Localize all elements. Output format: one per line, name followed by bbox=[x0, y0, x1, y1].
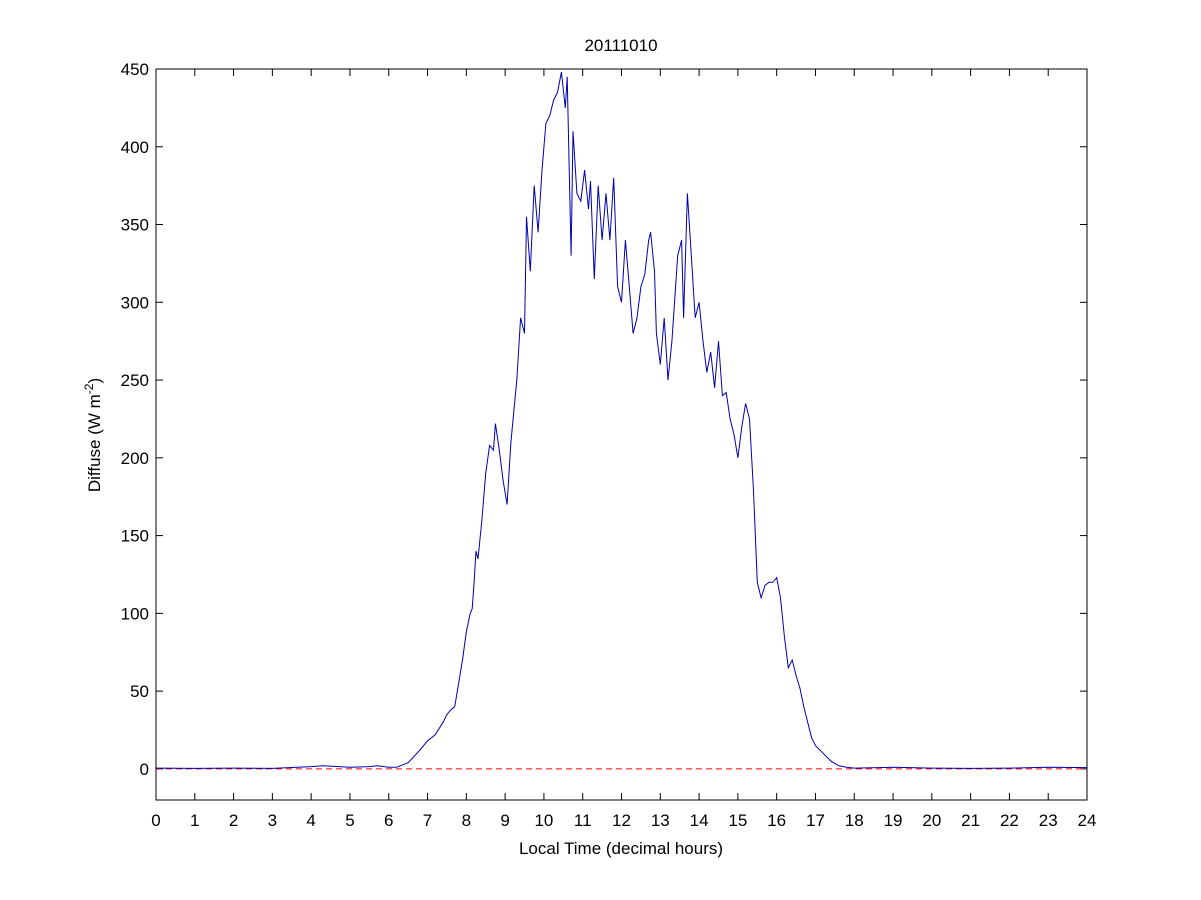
x-tick-label: 24 bbox=[1078, 811, 1097, 830]
x-tick-label: 14 bbox=[690, 811, 709, 830]
data-line bbox=[155, 72, 1088, 769]
x-tick-label: 18 bbox=[845, 811, 864, 830]
x-tick-label: 2 bbox=[229, 811, 238, 830]
y-label-text: Diffuse (W m bbox=[85, 394, 104, 492]
chart-title: 20111010 bbox=[584, 36, 657, 55]
x-tick-label: 3 bbox=[268, 811, 277, 830]
x-tick-label: 11 bbox=[574, 811, 592, 830]
y-tick-label: 400 bbox=[121, 138, 149, 157]
y-label-superscript: -2 bbox=[82, 383, 96, 394]
axes-box bbox=[155, 68, 1088, 801]
y-tick-label: 350 bbox=[121, 216, 149, 235]
x-tick-label: 4 bbox=[306, 811, 315, 830]
x-tick-label: 1 bbox=[190, 811, 199, 830]
x-tick-label: 20 bbox=[922, 811, 941, 830]
y-tick-label: 150 bbox=[121, 527, 149, 546]
y-tick-label: 300 bbox=[121, 293, 149, 312]
y-axis-label: Diffuse (W m-2) bbox=[82, 378, 104, 492]
y-label-suffix: ) bbox=[85, 378, 104, 384]
x-tick-label: 0 bbox=[151, 811, 160, 830]
x-tick-label: 10 bbox=[534, 811, 553, 830]
x-tick-label: 8 bbox=[462, 811, 471, 830]
y-tick-label: 0 bbox=[140, 760, 149, 779]
y-tick-label: 100 bbox=[121, 604, 149, 623]
x-tick-label: 6 bbox=[384, 811, 393, 830]
x-tick-label: 21 bbox=[961, 811, 980, 830]
x-tick-label: 5 bbox=[345, 811, 354, 830]
x-tick-label: 22 bbox=[1000, 811, 1019, 830]
x-tick-label: 9 bbox=[500, 811, 509, 830]
x-tick-label: 16 bbox=[767, 811, 786, 830]
x-tick-label: 13 bbox=[651, 811, 670, 830]
x-tick-label: 12 bbox=[612, 811, 631, 830]
x-axis-label: Local Time (decimal hours) bbox=[519, 839, 723, 858]
y-tick-label: 250 bbox=[121, 371, 149, 390]
x-tick-label: 19 bbox=[884, 811, 903, 830]
y-tick-label: 200 bbox=[121, 449, 149, 468]
y-tick-label: 450 bbox=[121, 60, 149, 79]
x-tick-label: 17 bbox=[806, 811, 825, 830]
x-tick-label: 15 bbox=[728, 811, 747, 830]
x-tick-label: 7 bbox=[423, 811, 432, 830]
x-tick-label: 23 bbox=[1039, 811, 1058, 830]
plot-area bbox=[156, 69, 1087, 800]
y-tick-label: 50 bbox=[130, 682, 149, 701]
